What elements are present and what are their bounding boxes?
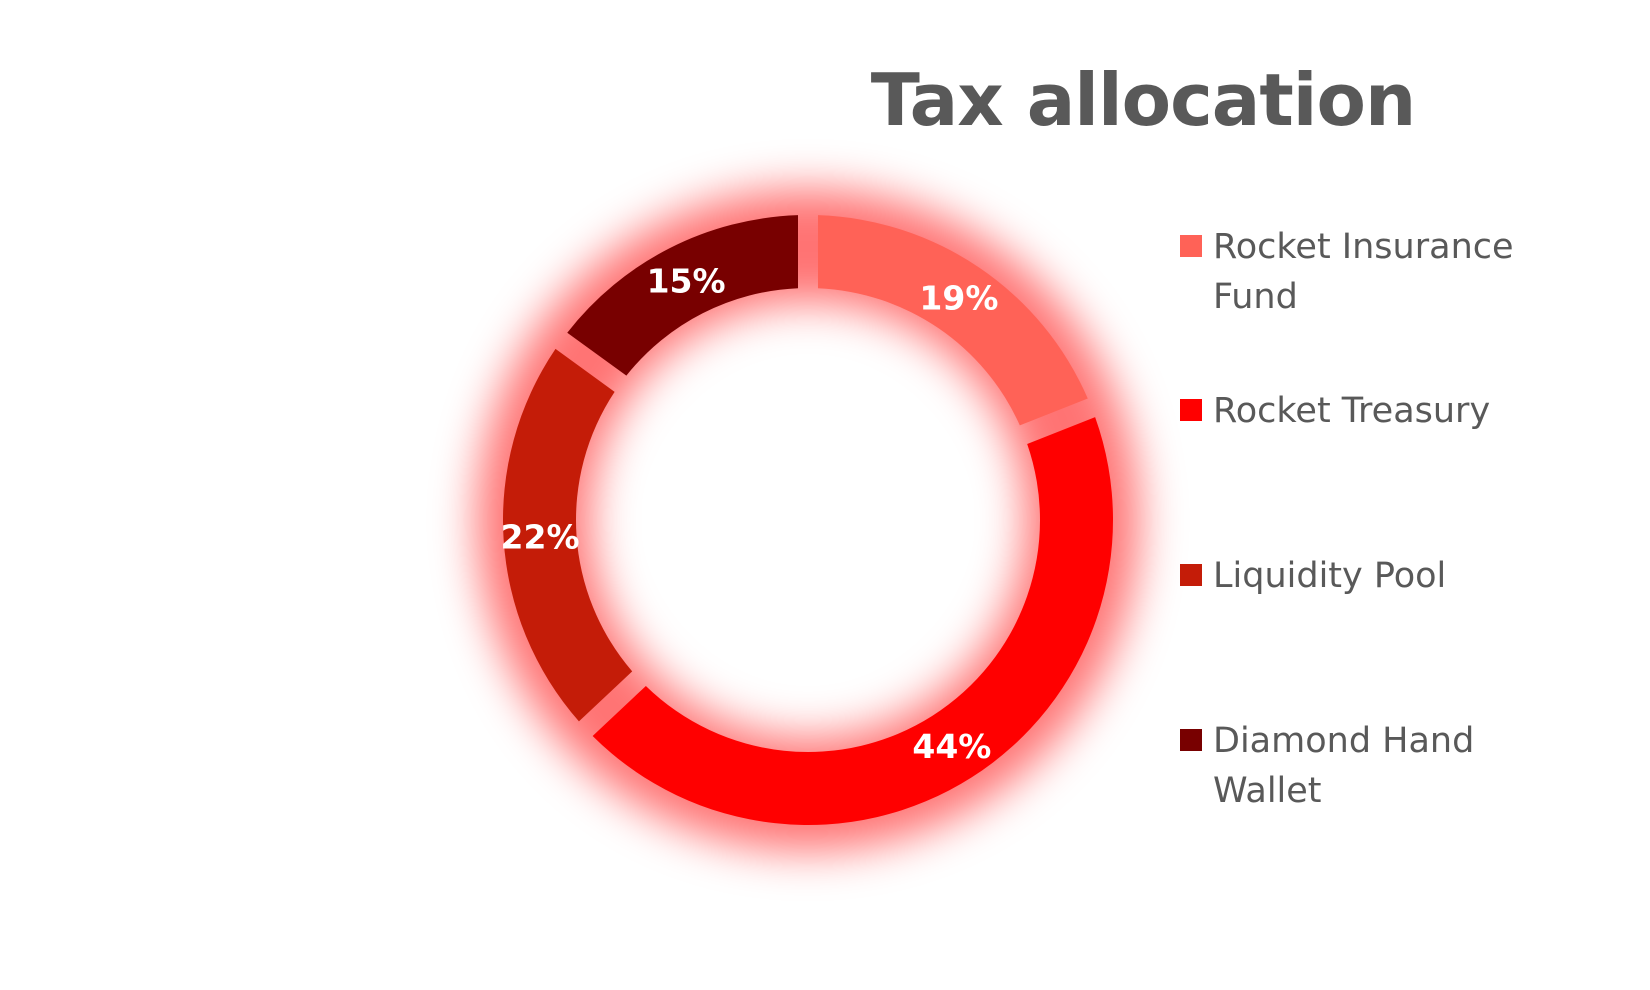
legend-swatch-4 <box>1180 729 1202 751</box>
donut-slice-1 <box>817 215 1088 426</box>
legend-item-2: Rocket Treasury <box>1180 386 1533 436</box>
donut-slices <box>503 215 1113 825</box>
legend-label-1: Rocket Insurance Fund <box>1213 227 1514 317</box>
data-label-2: 44% <box>912 727 991 766</box>
legend-item-4: Diamond Hand Wallet <box>1180 716 1533 816</box>
legend-label-4: Diamond Hand Wallet <box>1213 721 1475 811</box>
donut-slice-2 <box>592 417 1113 825</box>
legend-item-1: Rocket Insurance Fund <box>1180 222 1533 322</box>
data-label-4: 15% <box>647 261 726 300</box>
chart-title: Tax allocation <box>870 58 1416 142</box>
legend-swatch-3 <box>1180 564 1202 586</box>
legend-label-2: Rocket Treasury <box>1213 391 1491 431</box>
data-label-3: 22% <box>501 517 580 556</box>
legend-swatch-1 <box>1180 235 1202 257</box>
legend: Rocket Insurance Fund Rocket Treasury Liqu… <box>1180 0 1580 990</box>
donut-data-labels: 19% 44% 22% 15% <box>501 261 999 766</box>
donut-slice-4 <box>567 215 799 376</box>
data-label-1: 19% <box>919 278 998 317</box>
donut-slice-3 <box>503 348 633 722</box>
legend-swatch-2 <box>1180 399 1202 421</box>
legend-label-3: Liquidity Pool <box>1213 556 1447 596</box>
legend-item-3: Liquidity Pool <box>1180 551 1533 601</box>
